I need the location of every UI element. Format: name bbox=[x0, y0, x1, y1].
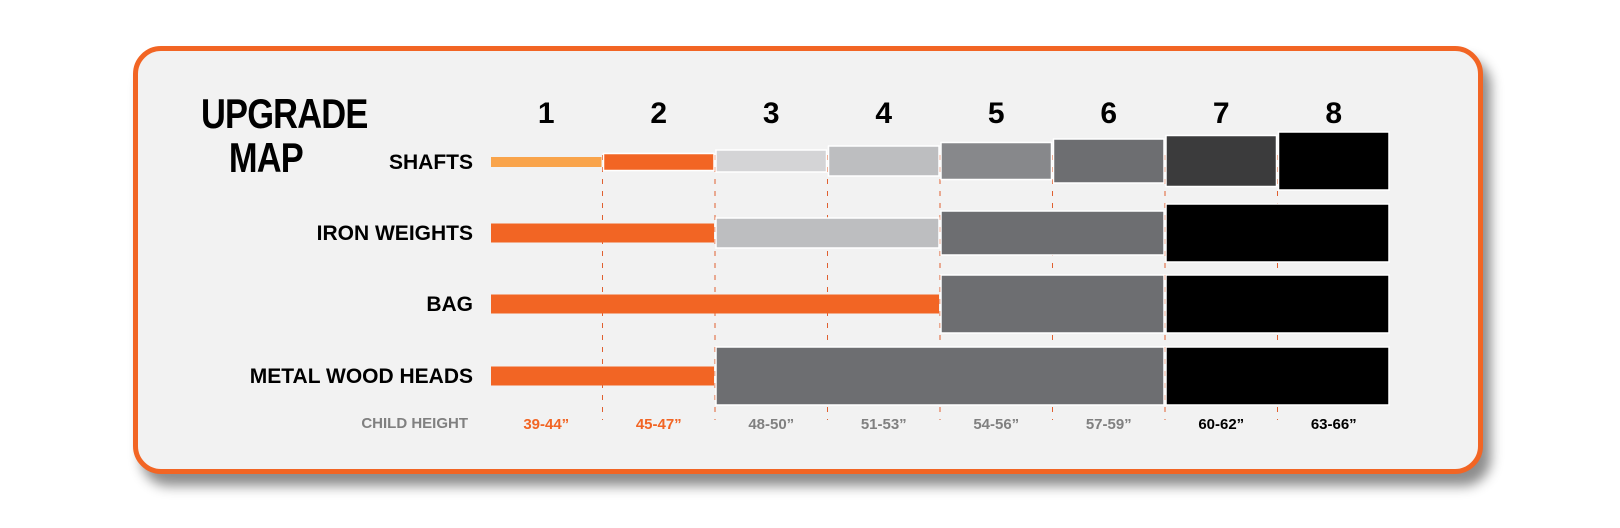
segment-stage-5-to-6 bbox=[940, 210, 1165, 256]
stage-header-2: 2 bbox=[650, 97, 667, 130]
segment-stage-1-to-2 bbox=[491, 223, 714, 243]
segment-stage-1-to-4 bbox=[491, 294, 939, 314]
title-line-2: MAP bbox=[228, 134, 304, 181]
stage-header-1: 1 bbox=[538, 97, 555, 130]
segment-stage-6 bbox=[1052, 138, 1165, 184]
segment-stage-3 bbox=[715, 149, 828, 173]
segment-stage-7-to-8 bbox=[1165, 346, 1390, 406]
stage-header-3: 3 bbox=[763, 97, 780, 130]
child-height-value: 48-50” bbox=[748, 416, 794, 433]
row-iron-weights: IRON WEIGHTS bbox=[317, 203, 1390, 263]
row-label: SHAFTS bbox=[389, 151, 473, 174]
stage-header-8: 8 bbox=[1325, 97, 1342, 130]
row-bag: BAG bbox=[426, 274, 1390, 334]
feature-rows: SHAFTS IRON WEIGHTS BAG METAL WOOD HEADS bbox=[250, 131, 1390, 406]
stage-header-6: 6 bbox=[1100, 97, 1117, 130]
child-height-value: 39-44” bbox=[523, 416, 569, 433]
child-height-value: 57-59” bbox=[1086, 416, 1132, 433]
segment-stage-3-to-4 bbox=[715, 217, 940, 249]
row-label: IRON WEIGHTS bbox=[317, 222, 473, 245]
segment-stage-5 bbox=[940, 141, 1053, 181]
segment-stage-4 bbox=[827, 145, 940, 177]
row-metal-wood-heads: METAL WOOD HEADS bbox=[250, 346, 1390, 406]
row-label: BAG bbox=[426, 293, 473, 316]
stage-header-5: 5 bbox=[988, 97, 1005, 130]
child-height-label: CHILD HEIGHT bbox=[361, 415, 468, 432]
segment-stage-7-to-8 bbox=[1165, 203, 1390, 263]
segment-stage-5-to-6 bbox=[940, 274, 1165, 334]
segment-stage-3-to-6 bbox=[715, 346, 1165, 406]
segment-stage-7-to-8 bbox=[1165, 274, 1390, 334]
segment-stage-7 bbox=[1165, 134, 1278, 188]
segment-stage-1-to-2 bbox=[491, 366, 714, 386]
child-height-value: 51-53” bbox=[861, 416, 907, 433]
segment-stage-1 bbox=[491, 157, 602, 167]
segment-stage-8 bbox=[1277, 131, 1390, 191]
row-shafts: SHAFTS bbox=[389, 131, 1390, 191]
child-height-value: 63-66” bbox=[1311, 416, 1357, 433]
row-label: METAL WOOD HEADS bbox=[250, 365, 473, 388]
stage-header-4: 4 bbox=[875, 97, 892, 130]
child-height-value: 54-56” bbox=[973, 416, 1019, 433]
child-height-value: 45-47” bbox=[636, 416, 682, 433]
child-height-value: 60-62” bbox=[1198, 416, 1244, 433]
segment-stage-2 bbox=[602, 152, 715, 172]
child-height-row: CHILD HEIGHT 39-44” 45-47” 48-50” 51-53” 54-5… bbox=[361, 415, 1356, 433]
stage-headers: 1 2 3 4 5 6 7 8 bbox=[538, 97, 1342, 130]
stage-header-7: 7 bbox=[1213, 97, 1230, 130]
